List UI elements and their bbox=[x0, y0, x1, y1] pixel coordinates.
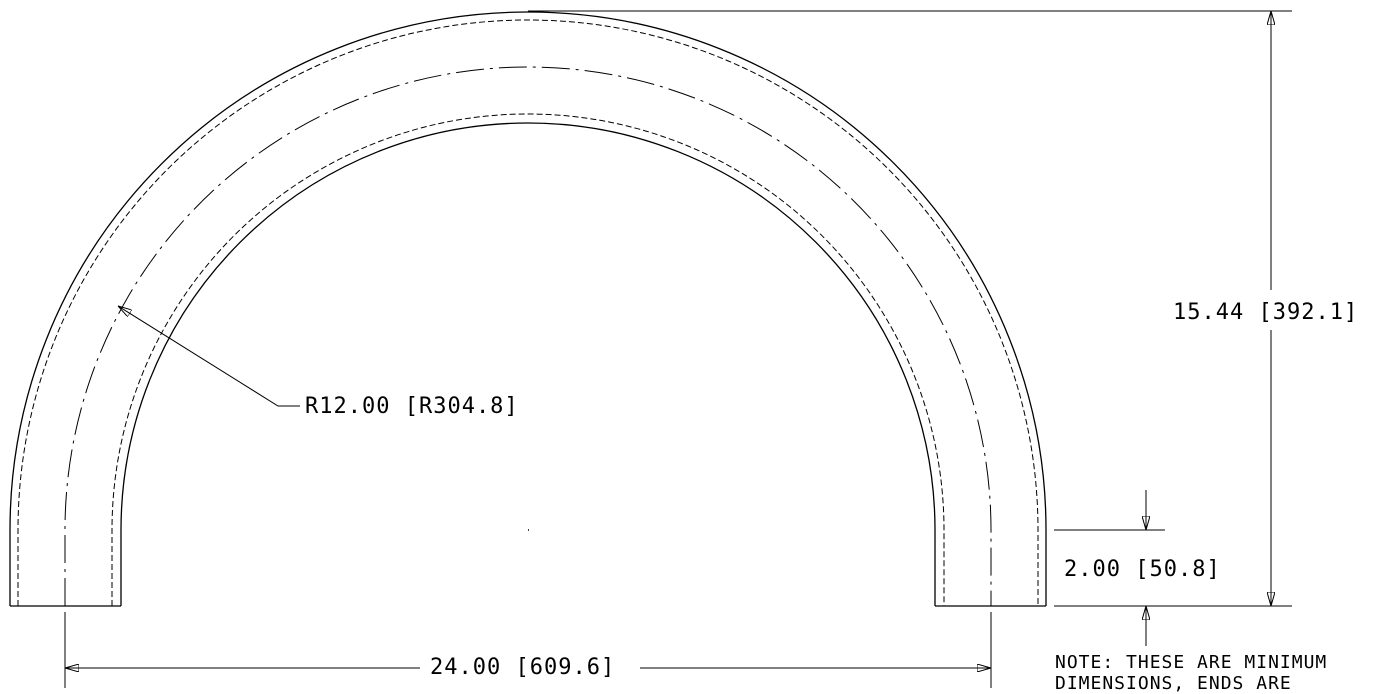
inner-wall-surface bbox=[111, 113, 945, 606]
outer-wall-inner-surface bbox=[17, 19, 1039, 606]
note-text: NOTE: THESE ARE MINIMUM DIMENSIONS, ENDS… bbox=[1055, 652, 1327, 694]
width-dimension-label: 24.00 [609.6] bbox=[426, 657, 620, 679]
radius-leader bbox=[118, 306, 300, 407]
radius-dimension-label: R12.00 [R304.8] bbox=[305, 394, 519, 419]
centerline bbox=[64, 66, 992, 606]
inner-wall bbox=[120, 122, 936, 606]
outer-wall bbox=[9, 11, 1047, 606]
height-dimension-label: 15.44 [392.1] bbox=[1173, 300, 1359, 326]
note-line-1: NOTE: THESE ARE MINIMUM bbox=[1055, 652, 1328, 673]
note-line-2: DIMENSIONS, ENDS ARE bbox=[1055, 673, 1292, 694]
straight-length-label: 2.00 [50.8] bbox=[1064, 557, 1221, 582]
